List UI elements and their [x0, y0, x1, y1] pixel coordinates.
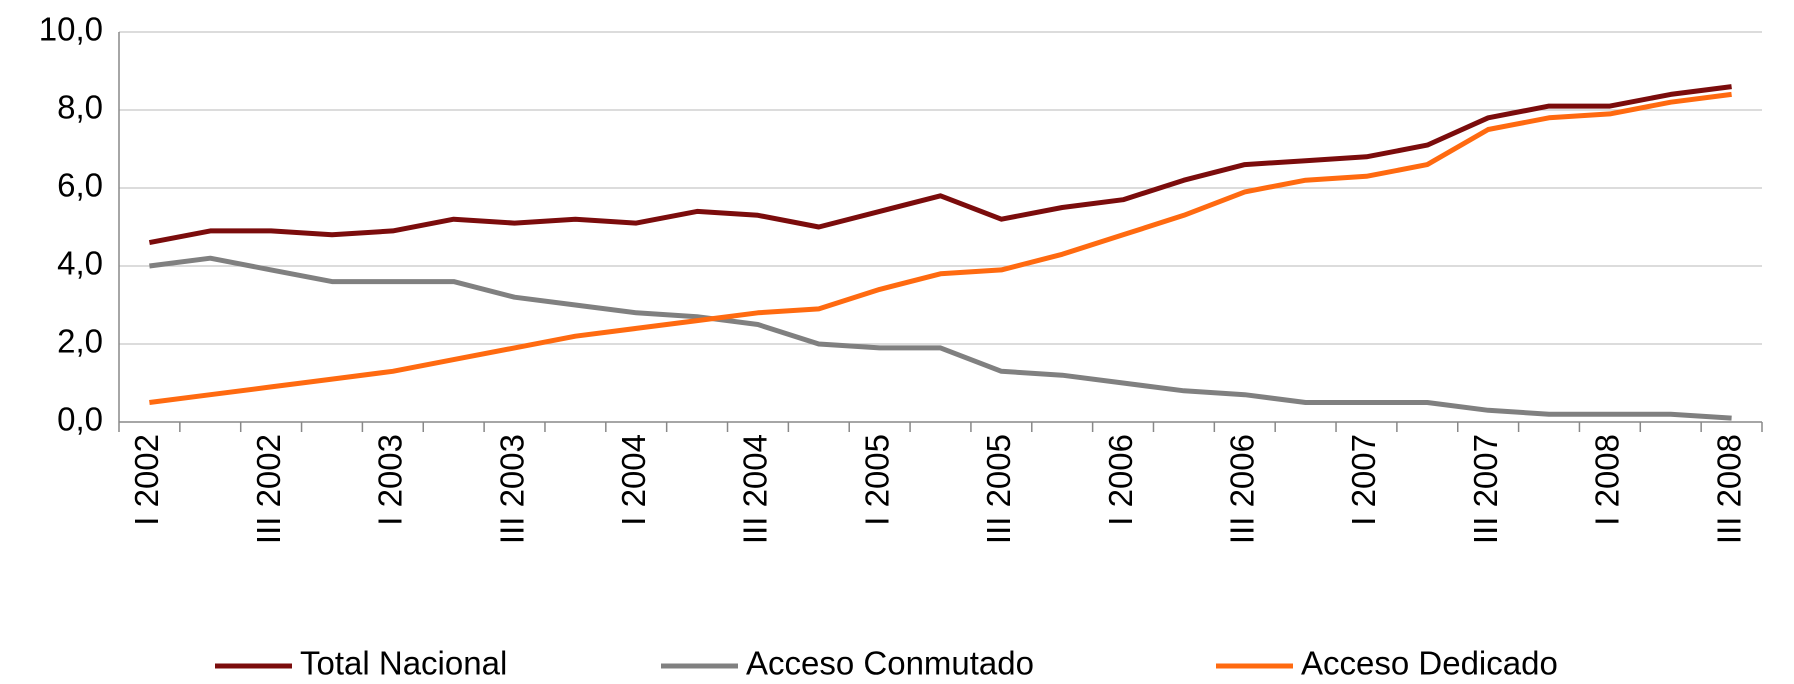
y-tick-label: 2,0 [57, 323, 103, 360]
x-tick-label: III 2004 [737, 434, 774, 544]
y-tick-label: 10,0 [39, 11, 103, 48]
legend-label: Acceso Dedicado [1301, 645, 1558, 682]
x-tick-label: III 2002 [250, 434, 287, 544]
x-tick-label: III 2008 [1710, 434, 1747, 544]
x-tick-label: I 2002 [128, 434, 165, 526]
y-tick-label: 6,0 [57, 167, 103, 204]
x-tick-label: I 2004 [615, 434, 652, 526]
legend-label: Acceso Conmutado [746, 645, 1034, 682]
x-tick-label: III 2003 [493, 434, 530, 544]
series-line [149, 91, 1732, 405]
x-tick-label: I 2005 [858, 434, 895, 526]
x-tick-label: III 2007 [1467, 434, 1504, 544]
x-tick-label: III 2005 [980, 434, 1017, 544]
legend-label: Total Nacional [300, 645, 507, 682]
y-tick-label: 8,0 [57, 89, 103, 126]
y-tick-label: 4,0 [57, 245, 103, 282]
x-tick-label: I 2007 [1345, 434, 1382, 526]
x-tick-label: III 2006 [1223, 434, 1260, 544]
x-tick-label: I 2003 [372, 434, 409, 526]
series-line [148, 84, 1732, 246]
x-tick-label: I 2006 [1102, 434, 1139, 526]
series-line [149, 255, 1732, 421]
x-tick-label: I 2008 [1589, 434, 1626, 526]
y-tick-label: 0,0 [57, 401, 103, 438]
